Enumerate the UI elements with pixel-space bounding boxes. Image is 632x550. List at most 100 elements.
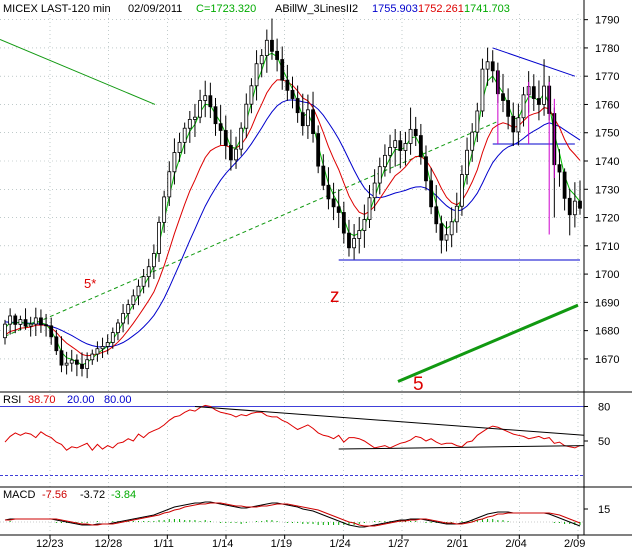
candle-body bbox=[306, 109, 310, 127]
candle bbox=[54, 329, 59, 355]
candle bbox=[434, 185, 439, 233]
candle-body bbox=[578, 200, 582, 209]
candle bbox=[270, 18, 274, 60]
candle bbox=[572, 182, 577, 228]
candle-body bbox=[316, 133, 321, 167]
candle-body bbox=[172, 152, 177, 173]
candle-body bbox=[449, 221, 454, 236]
candle bbox=[74, 354, 79, 377]
candle bbox=[362, 204, 367, 248]
wave-label-5: 5 bbox=[413, 374, 424, 395]
candle-body bbox=[141, 276, 146, 287]
price-tick-label: 1730 bbox=[595, 184, 619, 196]
candle bbox=[285, 64, 290, 101]
candle-body bbox=[208, 95, 213, 108]
candle bbox=[33, 307, 38, 337]
candle bbox=[408, 107, 413, 155]
candle-body bbox=[270, 39, 274, 52]
candle-body bbox=[531, 86, 536, 99]
candle bbox=[557, 149, 562, 187]
time-tick-label: 1/14 bbox=[212, 538, 233, 550]
candle-body bbox=[259, 55, 264, 65]
candle bbox=[306, 94, 310, 139]
candle bbox=[95, 341, 100, 362]
chart-title: MICEX LAST-120 min bbox=[3, 3, 111, 15]
candle-body bbox=[177, 141, 182, 153]
candle bbox=[490, 50, 495, 83]
rsi-tick-label: 50 bbox=[598, 436, 610, 448]
time-tick-label: 2/01 bbox=[447, 538, 468, 550]
close-value: C=1723.320 bbox=[196, 3, 256, 15]
candle-body bbox=[33, 317, 38, 325]
candle bbox=[403, 131, 408, 166]
candle bbox=[460, 165, 464, 216]
candle-body bbox=[413, 128, 418, 136]
price-tick-label: 1670 bbox=[595, 354, 619, 366]
candle-body bbox=[110, 332, 115, 343]
candle bbox=[454, 192, 459, 233]
candle-body bbox=[362, 219, 367, 231]
candle bbox=[377, 157, 382, 195]
candle bbox=[393, 129, 398, 167]
candle-body bbox=[470, 131, 475, 151]
indicator-value-red: 1752.261 bbox=[418, 3, 464, 15]
rsi-trend-line bbox=[194, 406, 585, 436]
candle bbox=[44, 313, 48, 337]
price-tick-label: 1690 bbox=[595, 297, 619, 309]
candle-body bbox=[59, 350, 64, 366]
price-tick-label: 1790 bbox=[595, 15, 619, 27]
candle-body bbox=[357, 230, 362, 239]
candle-body bbox=[506, 100, 511, 117]
candle-body bbox=[234, 148, 238, 161]
candle bbox=[182, 122, 187, 154]
candle-body bbox=[537, 98, 541, 105]
candle-body bbox=[465, 149, 469, 175]
candle bbox=[264, 29, 269, 73]
candle-body bbox=[64, 362, 69, 366]
candle-body bbox=[490, 61, 495, 72]
candle bbox=[136, 279, 141, 306]
candle-body bbox=[90, 353, 95, 361]
candle-body bbox=[285, 79, 290, 91]
candle bbox=[413, 116, 418, 147]
candle-body bbox=[572, 200, 577, 216]
rsi-tick-label: 80 bbox=[598, 402, 610, 414]
rsi-title: RSI bbox=[3, 394, 21, 406]
rsi-value: 38.70 bbox=[28, 394, 56, 406]
candle-body bbox=[388, 147, 392, 156]
candle-body bbox=[69, 359, 74, 364]
candle bbox=[449, 207, 454, 248]
candle bbox=[275, 38, 279, 72]
candle bbox=[542, 59, 546, 116]
candle bbox=[531, 74, 536, 111]
drawn-line-top-channel bbox=[492, 47, 576, 77]
wave-label-5-star: 5* bbox=[84, 276, 96, 291]
candle-body bbox=[557, 164, 562, 173]
candle-body bbox=[326, 184, 331, 200]
time-tick-label: 1/19 bbox=[271, 538, 292, 550]
candle bbox=[511, 102, 516, 147]
macd-panel bbox=[0, 501, 584, 528]
time-tick-label: 2/09 bbox=[564, 538, 585, 550]
indicator-value-blue: 1755.903 bbox=[372, 3, 418, 15]
candle bbox=[8, 308, 13, 335]
candle-body bbox=[8, 315, 13, 325]
candle-body bbox=[95, 348, 100, 355]
price-tick-label: 1760 bbox=[595, 99, 619, 111]
candle bbox=[244, 93, 249, 139]
price-tick-label: 1720 bbox=[595, 213, 619, 225]
price-tick-label: 1680 bbox=[595, 326, 619, 338]
candle-body bbox=[131, 295, 136, 306]
candle-body bbox=[280, 59, 285, 81]
candle bbox=[352, 224, 357, 260]
candle-body bbox=[162, 196, 167, 223]
candle bbox=[208, 82, 213, 119]
candle-body bbox=[295, 98, 300, 114]
candle-body bbox=[398, 140, 403, 151]
candle-body bbox=[28, 323, 33, 327]
candle bbox=[80, 352, 84, 377]
candle bbox=[90, 349, 95, 365]
time-tick-label: 1/24 bbox=[329, 538, 350, 550]
candle bbox=[444, 221, 449, 252]
